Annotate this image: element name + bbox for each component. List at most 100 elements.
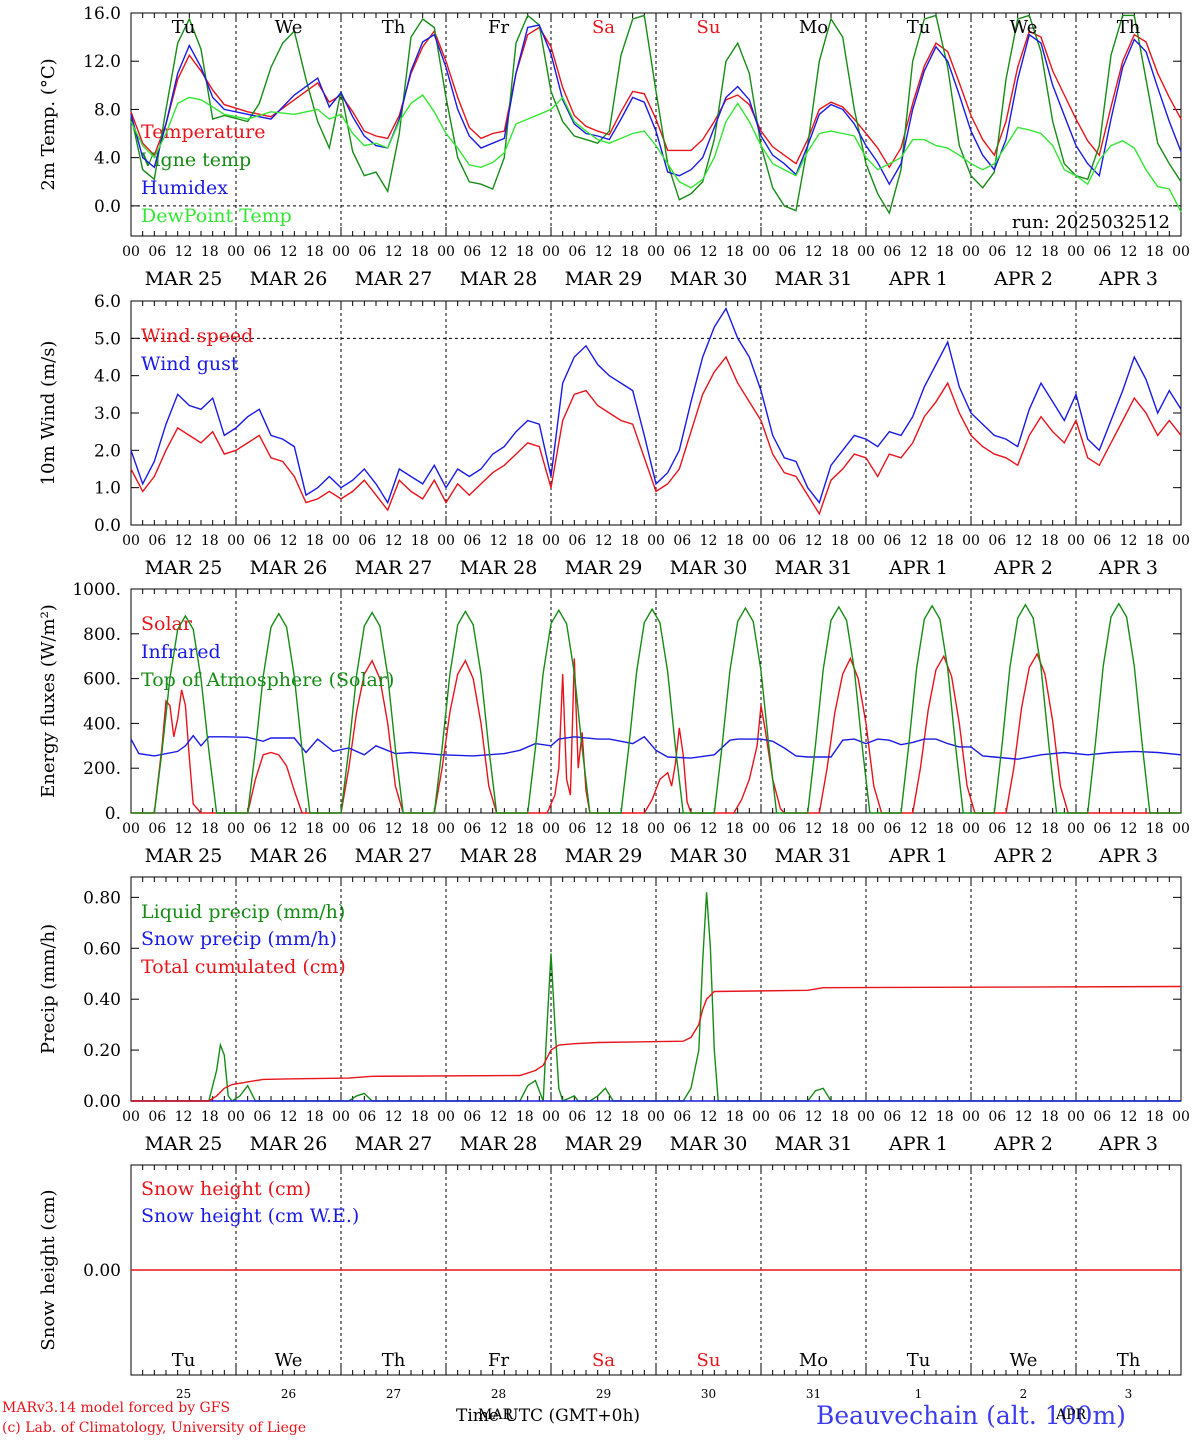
hour-tick-label: 18 [1146, 533, 1164, 549]
hour-tick-label: 12 [1120, 821, 1138, 837]
series-line-top-of-atmosphere-solar- [131, 602, 1181, 814]
weekday-label: Th [382, 17, 406, 38]
hour-tick-label: 00 [857, 244, 875, 260]
series-line-humidex [130, 24, 1182, 186]
hour-tick-label: 00 [647, 821, 665, 837]
hour-tick-label: 12 [490, 244, 508, 260]
hour-tick-label: 18 [1041, 821, 1059, 837]
y-tick-label: 1.0 [94, 479, 121, 499]
date-label: MAR 30 [670, 1133, 748, 1155]
panel-4: 0.80 0.60 0.40 0.20 0.00 Precip (mm/h) Liquid … [38, 876, 1190, 1155]
hour-tick-label: 12 [805, 244, 823, 260]
hour-tick-label: 18 [411, 1109, 429, 1125]
y-tick-label: 12.0 [83, 52, 121, 72]
hour-tick-label: 18 [1041, 244, 1059, 260]
y-tick-label: 0.80 [83, 888, 121, 908]
y-tick-label: 4.0 [94, 149, 121, 169]
y-tick-label: 0. [105, 804, 121, 824]
day-number: 31 [806, 1387, 821, 1401]
date-label: MAR 29 [565, 845, 643, 867]
date-label: MAR 27 [355, 268, 433, 290]
hour-tick-label: 06 [358, 821, 376, 837]
y-tick-label: 4.0 [94, 367, 121, 387]
weekday-label: Mo [799, 17, 828, 38]
hour-tick-label: 00 [437, 821, 455, 837]
station-name: Beauvechain (alt. 100m) [816, 1401, 1126, 1430]
hour-tick-label: 06 [1093, 244, 1111, 260]
date-label: APR 3 [1098, 1133, 1158, 1155]
hour-tick-label: 06 [673, 821, 691, 837]
date-label: APR 1 [888, 557, 948, 579]
hour-tick-label: 18 [411, 533, 429, 549]
y-tick-label: 16.0 [83, 4, 121, 24]
day-number: 1 [915, 1387, 923, 1401]
hour-tick-label: 06 [463, 533, 481, 549]
day-number: 2 [1020, 1387, 1028, 1401]
y-tick-label: 200. [83, 759, 121, 779]
series-line-infrared [130, 734, 1182, 760]
hour-tick-label: 06 [148, 821, 166, 837]
hour-tick-label: 00 [227, 821, 245, 837]
hour-tick-label: 12 [175, 244, 193, 260]
hour-tick-label: 12 [700, 821, 718, 837]
hour-tick-label: 12 [910, 1109, 928, 1125]
date-label: MAR 31 [775, 557, 853, 579]
hour-tick-label: 00 [332, 1109, 350, 1125]
weekday-label: Th [1117, 17, 1141, 38]
hour-tick-label: 06 [568, 821, 586, 837]
weekday-label: Tu [907, 17, 931, 38]
date-label: MAR 25 [145, 268, 223, 290]
legend-entry: Infrared [141, 641, 221, 663]
weekday-label: Sa [592, 17, 615, 38]
hour-tick-label: 00 [1067, 1109, 1085, 1125]
legend-entry: Snow precip (mm/h) [141, 928, 337, 950]
date-label: MAR 27 [355, 845, 433, 867]
hour-tick-label: 12 [175, 533, 193, 549]
date-label: MAR 29 [565, 268, 643, 290]
date-label: MAR 27 [355, 1133, 433, 1155]
date-label: APR 2 [993, 1133, 1053, 1155]
y-tick-label: 0.40 [83, 990, 121, 1010]
hour-tick-label: 00 [437, 533, 455, 549]
hour-tick-label: 00 [227, 1109, 245, 1125]
hour-tick-label: 06 [778, 821, 796, 837]
series-line-wind-gust [130, 306, 1182, 505]
hour-tick-label: 06 [988, 1109, 1006, 1125]
hour-tick-label: 06 [673, 533, 691, 549]
weekday-label: Fr [488, 17, 509, 38]
hour-tick-label: 12 [910, 533, 928, 549]
y-tick-label: 0.60 [83, 939, 121, 959]
weekday-label: Su [697, 1350, 721, 1371]
hour-tick-label: 18 [621, 533, 639, 549]
hour-tick-label: 06 [463, 244, 481, 260]
hour-tick-label: 18 [1041, 533, 1059, 549]
y-tick-label: 600. [83, 670, 121, 690]
weekday-label: Tu [172, 17, 196, 38]
hour-tick-label: 18 [621, 1109, 639, 1125]
hour-tick-label: 06 [253, 1109, 271, 1125]
date-label: MAR 26 [250, 268, 328, 290]
hour-tick-label: 12 [280, 821, 298, 837]
hour-tick-label: 00 [962, 244, 980, 260]
date-label: MAR 30 [670, 557, 748, 579]
weekday-label: Th [382, 1350, 406, 1371]
date-label: APR 3 [1098, 557, 1158, 579]
legend-entry: Liquid precip (mm/h) [141, 901, 345, 923]
weekday-label: Su [697, 17, 721, 38]
date-label: APR 2 [993, 268, 1053, 290]
hour-tick-label: 12 [280, 1109, 298, 1125]
hour-tick-label: 00 [1067, 821, 1085, 837]
hour-tick-label: 00 [752, 244, 770, 260]
legend-entry: Snow height (cm W.E.) [141, 1205, 359, 1227]
hour-tick-label: 00 [857, 533, 875, 549]
hour-tick-label: 12 [700, 533, 718, 549]
hour-tick-label: 06 [253, 244, 271, 260]
weekday-label: Fr [488, 1350, 509, 1371]
hour-tick-label: 12 [805, 821, 823, 837]
date-label: MAR 25 [145, 1133, 223, 1155]
panel-3: 1000. 800. 600. 400. 200. 0. Energy fluxes (W/… [38, 580, 1190, 867]
date-label: MAR 25 [145, 557, 223, 579]
bottom-month-apr: APR [1056, 1407, 1087, 1423]
hour-tick-label: 18 [621, 244, 639, 260]
